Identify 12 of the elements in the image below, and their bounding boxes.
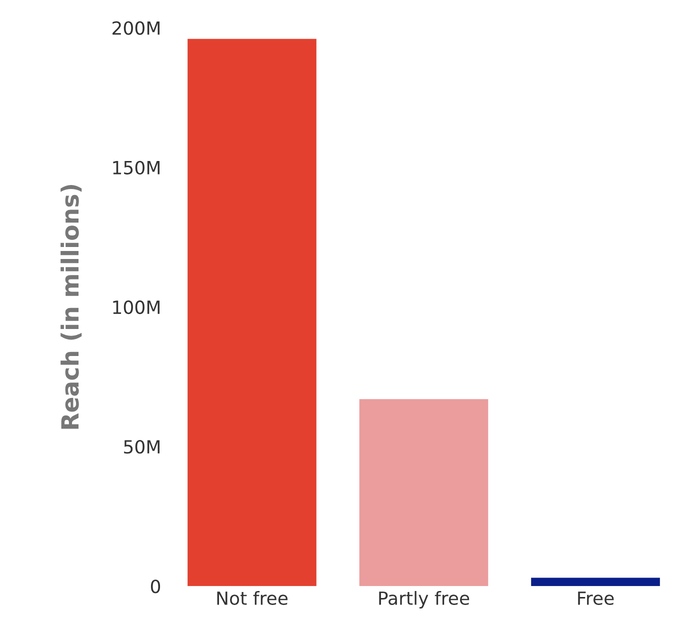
y-tick-label: 100M [113,300,160,314]
y-tick-label: 200M [112,21,160,35]
x-tick-label: Not free [217,591,288,605]
bar [531,578,660,586]
bar [188,38,316,586]
y-axis-title: Reach (in millions) [60,185,82,429]
y-tick-label: 0 [150,580,160,594]
bar [359,399,488,586]
x-tick-label: Partly free [379,591,470,608]
x-tick-label: Free [578,592,614,605]
y-tick-label: 50M [124,440,160,454]
y-tick-label: 150M [113,160,160,174]
